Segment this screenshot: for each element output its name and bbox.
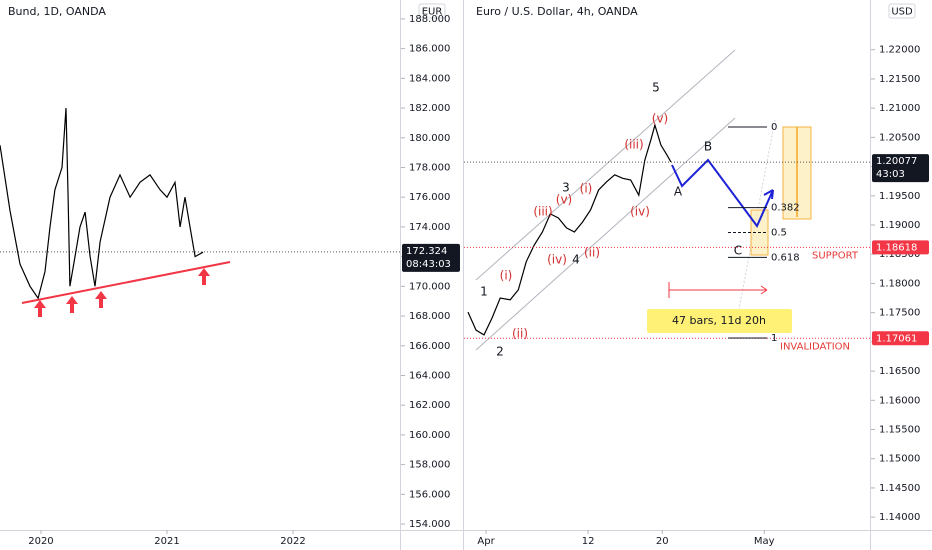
y-tick-label: 184.000 (409, 73, 450, 84)
fib-label: 0 (771, 122, 777, 133)
y-tick-label: 178.000 (409, 162, 450, 173)
wave-label: 1 (480, 285, 488, 299)
wave-label: A (674, 185, 683, 199)
x-tick-label: 2020 (28, 536, 53, 547)
y-tick-label: 162.000 (409, 400, 450, 411)
wave-label: (i) (500, 269, 513, 283)
arrow (198, 268, 210, 285)
measure-label: 47 bars, 11d 20h (672, 314, 766, 327)
currency-box (418, 3, 446, 19)
x-tick-label: 20 (656, 536, 669, 547)
wave-label: 2 (496, 345, 504, 359)
wave-label: (ii) (584, 246, 600, 260)
wave-label: (iii) (624, 138, 643, 152)
y-tick-label: 1.14500 (879, 483, 920, 494)
last-price-label: 172.324 (406, 246, 447, 257)
wave-label: (ii) (512, 327, 528, 341)
y-tick-label: 1.16000 (879, 395, 920, 406)
y-tick-label: 170.000 (409, 281, 450, 292)
y-tick-label: 1.18000 (879, 278, 920, 289)
channel-line (475, 117, 736, 351)
invalidation-tag-label: 1.17061 (876, 333, 917, 344)
fib-label: 1 (771, 333, 777, 344)
arrows (34, 268, 210, 317)
y-tick-label: 1.15500 (879, 425, 920, 436)
projection-arrow (763, 189, 774, 200)
y-tick-label: 1.21500 (879, 74, 920, 85)
y-tick-label: 164.000 (409, 370, 450, 381)
arrow (34, 300, 46, 317)
trendline (21, 261, 231, 304)
y-tick-label: 1.17500 (879, 308, 920, 319)
x-tick-label: 2021 (154, 536, 179, 547)
chart-title: Bund, 1D, OANDA (8, 5, 106, 18)
y-tick-label: 1.14000 (879, 512, 920, 523)
wave-label: (iii) (533, 205, 552, 219)
y-tick-label: 188.000 (409, 14, 450, 25)
last-price-label: 1.20077 (876, 156, 917, 167)
countdown-label: 43:03 (876, 169, 905, 180)
invalidation-label: INVALIDATION (780, 341, 850, 352)
wave-label: 4 (572, 253, 580, 267)
y-tick-label: 158.000 (409, 460, 450, 471)
y-tick-label: 1.15000 (879, 454, 920, 465)
y-tick-label: 160.000 (409, 430, 450, 441)
y-tick-label: 1.21000 (879, 103, 920, 114)
wave-label: (iv) (630, 205, 650, 219)
y-tick-label: 180.000 (409, 133, 450, 144)
price-line (0, 108, 204, 300)
channel-line (475, 49, 736, 281)
fib-label: 0.618 (771, 252, 800, 263)
x-tick-label: 2022 (280, 536, 305, 547)
last-price-tag (872, 154, 929, 183)
price-line (467, 122, 672, 336)
fib-label: 0.5 (771, 228, 787, 239)
y-tick-label: 1.19500 (879, 191, 920, 202)
wave-label: (v) (556, 193, 572, 207)
y-tick-label: 176.000 (409, 192, 450, 203)
measure-arrow (760, 285, 768, 295)
currency-box (888, 3, 916, 19)
y-tick-label: 166.000 (409, 341, 450, 352)
y-tick-label: 1.20500 (879, 132, 920, 143)
y-tick-label: 1.16500 (879, 366, 920, 377)
x-tick-label: May (754, 536, 775, 547)
y-tick-label: 174.000 (409, 222, 450, 233)
y-tick-label: 1.18500 (879, 249, 920, 260)
wave-label: 3 (562, 181, 570, 195)
chart-title: Euro / U.S. Dollar, 4h, OANDA (476, 5, 638, 18)
y-tick-label: 168.000 (409, 311, 450, 322)
support-tag-label: 1.18618 (876, 242, 917, 253)
y-tick-label: 186.000 (409, 44, 450, 55)
invalidation-tag (872, 331, 929, 346)
y-tick-label: 1.22000 (879, 45, 920, 56)
arrow (95, 291, 107, 308)
y-tick-label: 182.000 (409, 103, 450, 114)
countdown-label: 08:43:03 (406, 259, 451, 270)
y-tick-label: 1.19000 (879, 220, 920, 231)
arrow (66, 296, 78, 313)
last-price-tag (402, 243, 460, 272)
wave-label: (v) (652, 112, 668, 126)
y-tick-label: 154.000 (409, 519, 450, 530)
wave-label: C (734, 244, 742, 258)
currency-label: USD (891, 7, 913, 18)
fib-label: 0.382 (771, 203, 800, 214)
wave-label: (i) (580, 182, 593, 196)
support-label: SUPPORT (812, 250, 859, 261)
x-tick-label: 12 (582, 536, 595, 547)
support-tag (872, 240, 929, 255)
wave-label: (iv) (547, 253, 567, 267)
y-tick-label: 156.000 (409, 489, 450, 500)
projection-path (671, 158, 774, 228)
wave-label: B (704, 140, 712, 154)
x-tick-label: Apr (477, 536, 495, 547)
wave-label: 5 (652, 81, 660, 95)
measure-box (647, 309, 792, 333)
currency-label: EUR (422, 7, 443, 18)
